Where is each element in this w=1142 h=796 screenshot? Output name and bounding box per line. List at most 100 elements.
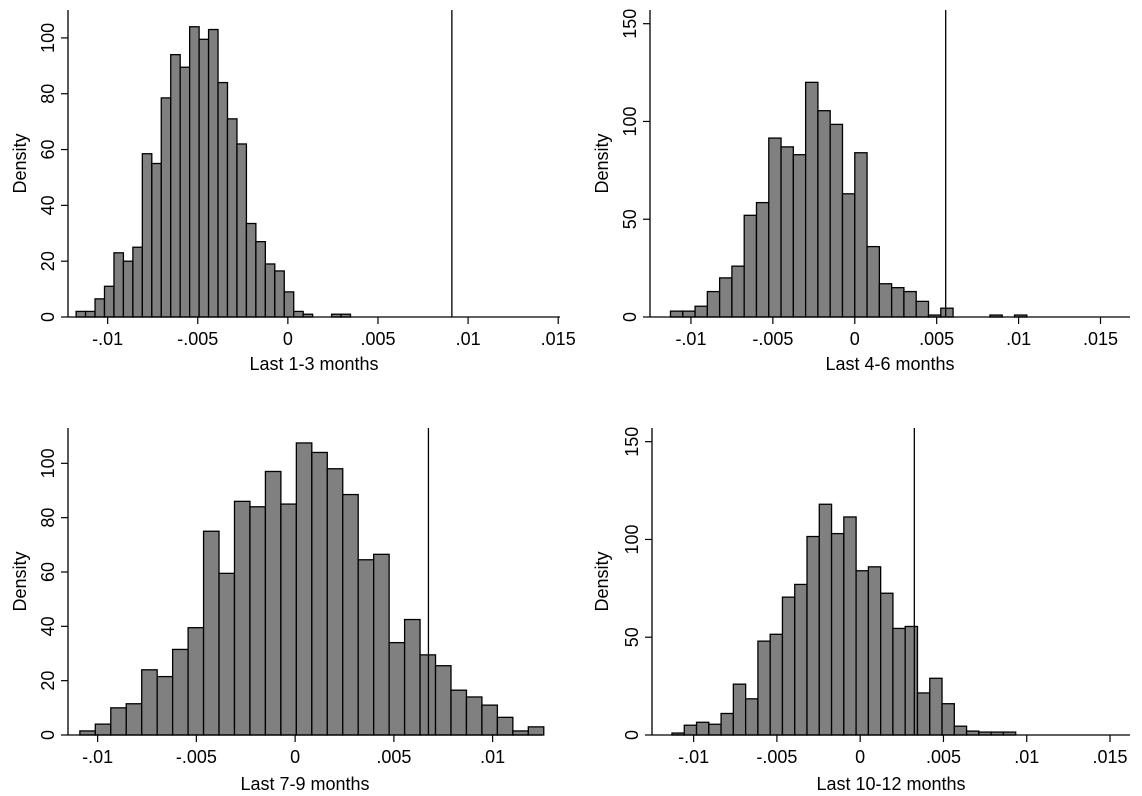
histogram-bar <box>217 81 229 318</box>
histogram-bar <box>293 310 304 318</box>
histogram-bar <box>113 252 125 318</box>
histogram-bar <box>249 506 267 736</box>
x-tick-label: .005 <box>926 747 961 767</box>
histogram-bar <box>829 123 844 318</box>
histogram-bar <box>527 726 545 736</box>
histogram-bar <box>769 633 784 736</box>
histogram-bar <box>245 222 257 318</box>
histogram-bar <box>794 583 808 736</box>
histogram-bar <box>731 265 745 318</box>
x-tick-label: 0 <box>283 329 293 349</box>
y-axis-title: Density <box>10 551 30 611</box>
histogram-bar <box>481 704 499 736</box>
histogram-bar <box>720 712 735 736</box>
histogram-bar <box>357 559 375 736</box>
histogram-bar <box>817 110 831 318</box>
histogram-bar <box>695 721 710 736</box>
x-tick-label: 0 <box>850 329 860 349</box>
y-tick-label: 0 <box>38 312 58 322</box>
x-tick-label: 0 <box>855 747 865 767</box>
histogram-bar <box>880 592 894 736</box>
y-tick-label: 60 <box>38 562 58 582</box>
histogram-bar <box>295 442 313 736</box>
x-axis-title: Last 7-9 months <box>240 774 369 794</box>
histogram-bar <box>781 596 796 736</box>
histogram-bar <box>207 28 219 318</box>
histogram-panel-3: -.01 -.005 0 .005 .01 0 20 40 60 80 100 Last 7-9 mo… <box>10 428 545 794</box>
y-tick-label: 40 <box>38 616 58 636</box>
x-tick-label: .005 <box>919 329 954 349</box>
histogram-bar <box>892 627 906 736</box>
histogram-bar <box>768 137 782 318</box>
histogram-bar <box>187 627 205 736</box>
histogram-bar <box>855 570 870 736</box>
histogram-bar <box>866 245 881 318</box>
histogram-bar <box>156 675 174 736</box>
x-tick-label: .015 <box>541 329 576 349</box>
histogram-panel-1: -.01 -.005 0 .005 .01 .015 0 20 40 60 80 100 Last 1-… <box>10 10 576 374</box>
histogram-bar <box>683 724 698 736</box>
histogram-bar <box>233 500 251 736</box>
histogram-bar <box>915 300 930 318</box>
histogram-bar <box>103 285 115 318</box>
histogram-bar <box>326 468 344 736</box>
histogram-bar <box>188 26 200 318</box>
y-tick-label: 100 <box>620 106 640 136</box>
x-tick-label: .005 <box>360 329 395 349</box>
y-tick-label: 20 <box>38 671 58 691</box>
histogram-bar <box>151 162 162 318</box>
y-tick-label: 100 <box>622 524 642 554</box>
histogram-bar <box>94 723 112 736</box>
x-tick-label: .015 <box>1083 329 1118 349</box>
y-tick-label: 100 <box>38 448 58 478</box>
histogram-bar <box>373 553 390 736</box>
y-axis-title: Density <box>592 133 612 193</box>
x-tick-label: -.005 <box>177 329 218 349</box>
histogram-bar <box>732 683 747 736</box>
histogram-bar <box>867 566 882 736</box>
histogram-bar <box>818 503 833 736</box>
y-tick-label: 50 <box>622 627 642 647</box>
x-tick-label: -.005 <box>176 747 217 767</box>
x-tick-label: .01 <box>1006 329 1031 349</box>
histogram-panel-2: -.01 -.005 0 .005 .01 .015 0 50 100 150 Last 4-6 m… <box>592 9 1130 374</box>
histogram-bar <box>843 516 857 736</box>
histogram-bar <box>744 698 759 736</box>
histogram-bar <box>202 530 220 736</box>
histogram-bar <box>434 665 452 736</box>
histogram-bar <box>171 648 189 736</box>
x-tick-label: .01 <box>480 747 505 767</box>
histogram-bar <box>255 240 266 318</box>
histogram-bar <box>110 707 127 736</box>
y-tick-label: 80 <box>38 508 58 528</box>
histogram-bar <box>280 503 297 736</box>
histogram-bar <box>854 152 868 318</box>
x-tick-label: .005 <box>376 747 411 767</box>
histogram-bar <box>940 307 954 318</box>
histogram-bar <box>236 143 248 318</box>
y-axis-title: Density <box>10 133 30 193</box>
histogram-bar <box>283 291 295 318</box>
y-tick-label: 100 <box>38 23 58 53</box>
histogram-bar <box>757 640 771 736</box>
x-tick-label: -.01 <box>678 747 709 767</box>
histogram-bar <box>792 154 807 318</box>
histogram-bar <box>264 263 276 318</box>
histogram-bar <box>84 310 96 318</box>
y-tick-label: 150 <box>620 9 640 39</box>
histogram-bar <box>311 451 328 736</box>
histogram-bar <box>403 618 421 736</box>
x-tick-label: .01 <box>1014 747 1039 767</box>
histogram-bar <box>465 696 483 736</box>
x-tick-label: -.01 <box>82 747 113 767</box>
histogram-bar <box>929 677 943 736</box>
histogram-bar <box>218 572 236 736</box>
x-tick-label: 0 <box>290 747 300 767</box>
x-axis-title: Last 10-12 months <box>816 774 965 794</box>
x-axis-title: Last 4-6 months <box>825 354 954 374</box>
x-tick-label: -.01 <box>675 329 706 349</box>
x-tick-label: -.005 <box>756 747 797 767</box>
histogram-bar <box>226 118 238 318</box>
histogram-bar <box>170 54 181 318</box>
